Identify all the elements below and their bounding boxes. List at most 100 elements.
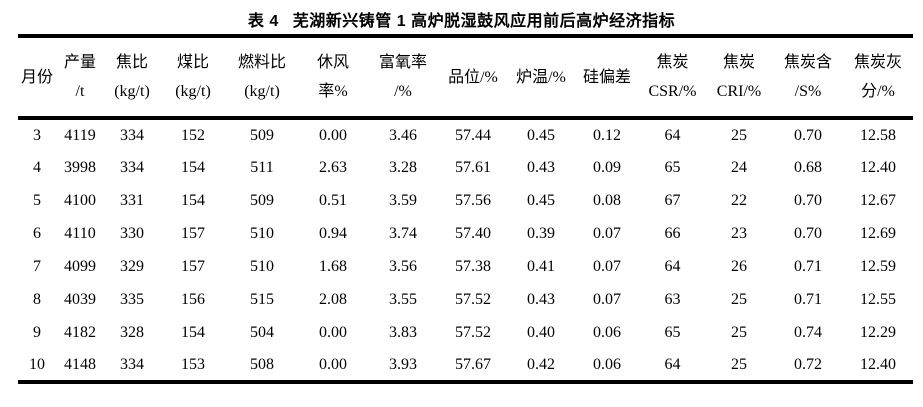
cell-coke-ash: 12.69 [860, 224, 896, 242]
cell-coke-cri: 25 [731, 290, 747, 308]
cell-month: 6 [33, 224, 41, 242]
cell-coke-sulfur: 0.72 [794, 355, 822, 373]
cell-grade: 57.38 [455, 257, 491, 275]
table-row-month-8: 8 4039 335 156 515 2.08 3.55 57.52 0.43 0.07 63 25 0… [18, 283, 913, 316]
col-header-downtime-rate: 休风率% [298, 36, 368, 118]
cell-coke-sulfur: 0.70 [794, 126, 822, 144]
cell-coke-ash: 12.40 [860, 355, 896, 373]
cell-production: 4100 [64, 191, 96, 209]
cell-coal-ratio: 157 [181, 224, 205, 242]
col-header-furnace-temp: 炉温/% [508, 36, 574, 118]
table-row-month-4: 4 3998 334 154 511 2.63 3.28 57.61 0.43 0.09 65 24 0… [18, 151, 913, 184]
col-header-oxygen-enrichment-rate: 富氧率 /% [368, 36, 438, 118]
cell-coke-cri: 26 [731, 257, 747, 275]
col-header-grade: 品位/% [438, 36, 508, 118]
cell-fuel-ratio: 509 [250, 191, 274, 209]
cell-coke-csr: 64 [664, 257, 681, 275]
cell-month: 8 [33, 290, 41, 308]
table-row-month-6: 6 4110 330 157 510 0.94 3.74 57.40 0.39 0.07 66 23 0… [18, 217, 913, 250]
col-header-coke-sulfur: 焦炭含/S% [773, 36, 843, 118]
cell-grade: 57.40 [455, 224, 491, 242]
col-header-line2: (kg/t) [244, 83, 280, 100]
cell-month: 5 [33, 191, 41, 209]
cell-coke-csr: 67 [664, 191, 681, 209]
col-header-line1: 焦炭含 [783, 54, 832, 71]
cell-month: 4 [33, 158, 41, 176]
cell-fuel-ratio: 515 [250, 290, 274, 308]
col-header-line1: 休风 [316, 54, 349, 71]
cell-furnace-temp: 0.42 [527, 355, 555, 373]
col-header-line2: /t [75, 83, 85, 100]
col-header-line1: 燃料比 [237, 54, 286, 71]
cell-coke-ash: 12.29 [860, 323, 896, 341]
cell-coke-csr: 63 [664, 290, 681, 308]
col-header-coke-ash: 焦炭灰 分/% [843, 36, 913, 118]
col-header-line1: 煤比 [176, 54, 209, 71]
cell-oxygen-enrichment-rate: 3.46 [389, 126, 417, 144]
col-header-silicon-deviation: 硅偏差 [574, 36, 640, 118]
cell-silicon-deviation: 0.07 [593, 224, 621, 242]
cell-grade: 57.52 [455, 290, 491, 308]
col-header-line2: 分/% [861, 83, 895, 100]
cell-coke-ash: 12.58 [860, 126, 896, 144]
cell-coke-ratio: 335 [120, 290, 144, 308]
cell-production: 4182 [64, 323, 96, 341]
cell-silicon-deviation: 0.07 [593, 290, 621, 308]
cell-coke-cri: 22 [731, 191, 747, 209]
table-caption-title: 芜湖新兴铸管 1 高炉脱湿鼓风应用前后高炉经济指标 [292, 13, 676, 30]
col-header-line1: 硅偏差 [582, 68, 631, 86]
cell-fuel-ratio: 511 [250, 158, 274, 176]
cell-coke-ratio: 330 [120, 224, 144, 242]
cell-coke-ratio: 331 [120, 191, 144, 209]
table-header: 月份 产量/t 焦比 (kg/t) 煤比 (kg/t) 燃料比 (kg/t) 休风 率% 富氧率 /%… [18, 36, 913, 118]
col-header-line1: 焦比 [115, 54, 148, 71]
cell-furnace-temp: 0.43 [527, 158, 555, 176]
cell-coal-ratio: 157 [181, 257, 205, 275]
cell-downtime-rate: 0.51 [319, 191, 347, 209]
col-header-line2: 率% [318, 83, 348, 100]
cell-coal-ratio: 153 [181, 355, 205, 373]
cell-furnace-temp: 0.41 [527, 257, 555, 275]
col-header-line2: CSR/% [648, 83, 697, 100]
col-header-line2: /% [394, 83, 412, 100]
cell-coke-ash: 12.55 [860, 290, 896, 308]
cell-coke-sulfur: 0.74 [794, 323, 822, 341]
table-caption: 表 4 芜湖新兴铸管 1 高炉脱湿鼓风应用前后高炉经济指标 [0, 0, 923, 34]
col-header-line1: 月份 [20, 68, 53, 86]
cell-silicon-deviation: 0.06 [593, 323, 621, 341]
col-header-line1: 焦炭 [722, 54, 755, 71]
cell-oxygen-enrichment-rate: 3.93 [389, 355, 417, 373]
cell-silicon-deviation: 0.09 [593, 158, 621, 176]
cell-coke-cri: 25 [731, 355, 747, 373]
cell-coal-ratio: 152 [181, 126, 205, 144]
col-header-line1: 富氧率 [378, 54, 427, 71]
cell-grade: 57.67 [455, 355, 491, 373]
cell-coke-ratio: 334 [120, 126, 144, 144]
cell-coke-cri: 25 [731, 323, 747, 341]
table-body: 3 4119 334 152 509 0.00 3.46 57.44 0.45 0.12 64 25 0… [18, 118, 913, 382]
cell-coke-sulfur: 0.68 [794, 158, 822, 176]
table-row-month-10: 10 4148 334 153 508 0.00 3.93 57.67 0.42 0.06 64 25… [18, 349, 913, 382]
cell-oxygen-enrichment-rate: 3.83 [389, 323, 417, 341]
col-header-line2: /S% [794, 83, 822, 100]
cell-month: 3 [33, 126, 41, 144]
economic-indicators-table: 月份 产量/t 焦比 (kg/t) 煤比 (kg/t) 燃料比 (kg/t) 休风 率% 富氧率 /%… [18, 34, 913, 384]
cell-production: 4110 [64, 224, 96, 242]
cell-fuel-ratio: 509 [250, 126, 274, 144]
col-header-line2: CRI/% [716, 83, 762, 100]
cell-production: 3998 [64, 158, 96, 176]
table-caption-number: 表 4 [247, 13, 279, 30]
cell-coke-ratio: 328 [120, 323, 144, 341]
cell-silicon-deviation: 0.12 [593, 126, 621, 144]
cell-oxygen-enrichment-rate: 3.55 [389, 290, 417, 308]
cell-coal-ratio: 154 [181, 191, 205, 209]
cell-coke-csr: 65 [664, 158, 681, 176]
cell-production: 4119 [64, 126, 96, 144]
cell-coal-ratio: 154 [181, 323, 205, 341]
cell-coke-ash: 12.59 [860, 257, 896, 275]
cell-month: 9 [33, 323, 41, 341]
header-row: 月份 产量/t 焦比 (kg/t) 煤比 (kg/t) 燃料比 (kg/t) 休风 率% 富氧率 /%… [18, 36, 913, 118]
cell-grade: 57.44 [455, 126, 491, 144]
cell-production: 4099 [64, 257, 96, 275]
cell-downtime-rate: 2.08 [319, 290, 347, 308]
